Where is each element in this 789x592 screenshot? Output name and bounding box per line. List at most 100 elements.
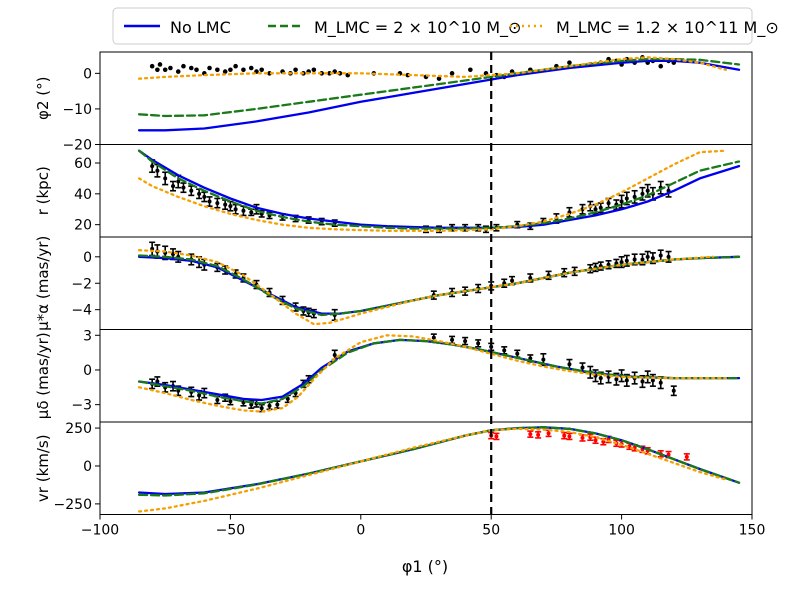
observation-point (632, 194, 637, 199)
x-tick-label: 50 (482, 523, 500, 539)
observation-point (168, 65, 173, 71)
panel-data (137, 426, 741, 513)
observation-point (233, 207, 238, 212)
observation-point (181, 185, 186, 190)
observation-point (666, 254, 671, 259)
y-tick-label: 250 (65, 421, 92, 437)
x-tick-label: 150 (739, 523, 766, 539)
series-line (137, 149, 741, 229)
observation-point (155, 379, 160, 384)
observation-point (640, 257, 645, 262)
observation-point (228, 399, 233, 404)
legend-label-no-lmc: No LMC (170, 18, 231, 37)
observation-point (155, 67, 160, 73)
observation-point (632, 257, 637, 262)
y-tick-label: −250 (54, 497, 92, 513)
observation-point (311, 67, 317, 73)
x-tick-label: −100 (81, 523, 119, 539)
panel-data (137, 55, 741, 132)
series-line (137, 59, 741, 132)
observation-point (228, 67, 233, 73)
y-axis-label: φ2 (°) (34, 77, 52, 120)
y-tick-label: −3 (71, 398, 92, 414)
observation-point (528, 432, 533, 437)
y-axis-label: μδ (mas/yr) (34, 332, 52, 419)
series-line (137, 255, 741, 315)
observation-point (494, 434, 499, 439)
observation-point (176, 179, 181, 184)
panel-frame (99, 51, 753, 145)
observation-point (241, 67, 246, 73)
observation-point (150, 164, 155, 169)
panel-data (137, 149, 741, 234)
observation-point (285, 396, 290, 401)
y-axis-label: μ*α (mas/yr) (34, 236, 52, 331)
observation-point (510, 278, 515, 283)
observation-point (624, 378, 629, 383)
observation-point (645, 188, 650, 193)
observation-point (619, 260, 624, 265)
observation-point (259, 67, 264, 73)
y-tick-label: 40 (74, 187, 92, 203)
observation-point (614, 377, 619, 382)
observation-point (650, 378, 655, 383)
observation-point (658, 380, 663, 385)
panel-2: 20 40 60 r (kpc) (34, 144, 753, 238)
panel-4: 3 0 −3 μδ (mas/yr) (34, 328, 753, 423)
series-line (137, 338, 741, 405)
observation-point (598, 376, 603, 381)
observation-point (546, 431, 551, 436)
series-line (137, 334, 728, 413)
observation-point (671, 388, 676, 393)
observation-point (207, 199, 212, 204)
y-tick-label: 0 (83, 250, 92, 266)
observation-point (171, 184, 176, 189)
observation-point (606, 201, 611, 206)
observation-point (593, 207, 598, 212)
y-tick-label: −2 (71, 276, 92, 292)
panels: 0 −10 −20 φ2 (°) 20 40 60 r (kpc) 0 −2 −4 μ*α (mas/… (34, 51, 766, 539)
observation-point (463, 339, 468, 344)
observation-point (645, 254, 650, 259)
x-tick-label: 0 (356, 523, 365, 539)
series-line (137, 426, 741, 496)
observation-point (249, 402, 254, 407)
series-line (137, 338, 741, 402)
observation-point (468, 67, 473, 73)
observation-point (449, 71, 455, 76)
series-line (137, 426, 741, 497)
observation-point (259, 406, 264, 411)
observation-point (624, 258, 629, 263)
series-line (137, 254, 741, 317)
x-axis-label: φ1 (°) (402, 557, 448, 576)
observation-point (241, 208, 246, 213)
y-tick-label: 60 (74, 156, 92, 172)
observation-point (567, 362, 572, 367)
observation-point (658, 253, 663, 258)
observation-point (275, 402, 280, 407)
y-tick-label: 20 (74, 218, 92, 234)
observation-point (267, 403, 272, 408)
legend-label-lmc-high: M_LMC = 1.2 × 10^11 M_⊙ (556, 18, 779, 38)
y-tick-label: 0 (83, 363, 92, 379)
panel-frame (99, 144, 753, 238)
observation-point (515, 351, 520, 356)
observation-point (293, 67, 298, 73)
observation-point (228, 204, 233, 209)
observation-point (502, 348, 507, 353)
observation-point (194, 67, 199, 73)
series-line (137, 149, 728, 232)
observation-point (248, 65, 254, 71)
panel-frame (99, 421, 753, 515)
observation-point (202, 194, 207, 199)
observation-point (567, 60, 572, 65)
observation-point (249, 210, 254, 215)
y-tick-label: −10 (62, 102, 92, 118)
legend-frame (112, 7, 753, 45)
legend: No LMC M_LMC = 2 × 10^10 M_⊙ M_LMC = 1.2… (112, 7, 779, 45)
y-tick-label: 0 (83, 66, 92, 82)
y-tick-label: 3 (83, 328, 92, 344)
panel-3: 0 −2 −4 μ*α (mas/yr) (34, 236, 753, 331)
